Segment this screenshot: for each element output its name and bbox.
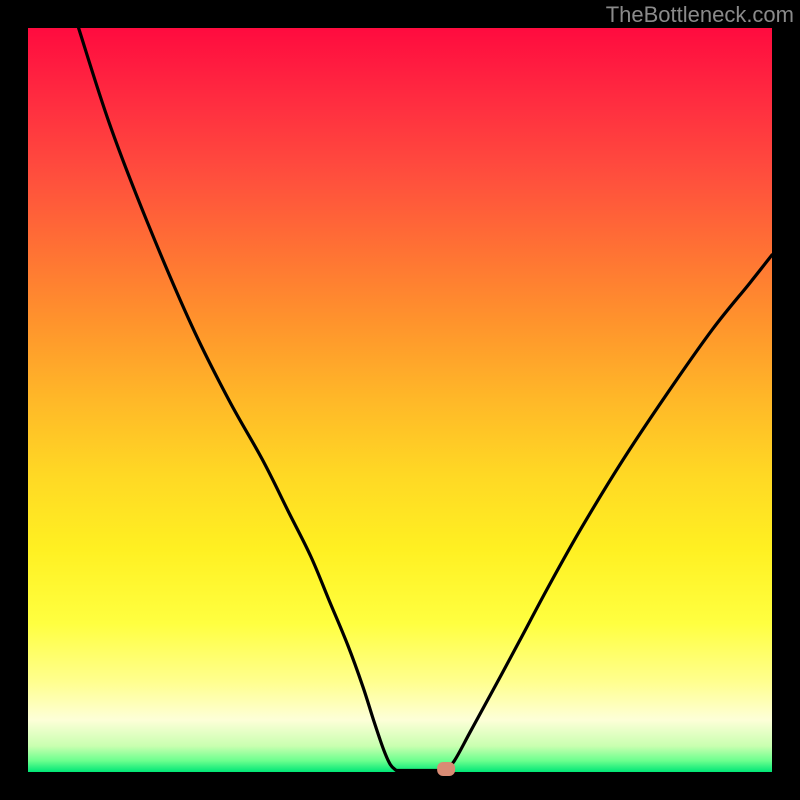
plot-background — [28, 28, 772, 772]
optimal-point-marker — [437, 762, 455, 776]
bottleneck-chart — [0, 0, 800, 800]
chart-container: TheBottleneck.com — [0, 0, 800, 800]
